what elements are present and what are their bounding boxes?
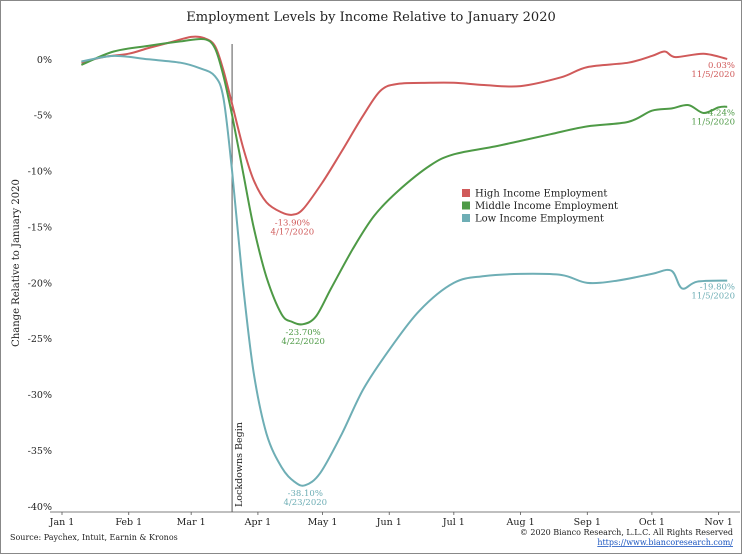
end-value-label: -4.24% xyxy=(705,109,735,119)
trough-date-label: 4/22/2020 xyxy=(281,337,325,347)
chart-title: Employment Levels by Income Relative to … xyxy=(186,10,555,25)
x-tick-label: Oct 1 xyxy=(639,517,665,528)
end-date-label: 11/5/2020 xyxy=(691,70,735,80)
y-tick-label: -35% xyxy=(28,446,52,457)
end-value-label: -19.80% xyxy=(700,283,735,293)
lockdown-marker-label: Lockdowns Begin xyxy=(234,422,245,507)
legend-label: Low Income Employment xyxy=(475,214,604,225)
series-line-3 xyxy=(81,54,728,487)
x-tick-label: Mar 1 xyxy=(177,517,206,528)
series-lines xyxy=(81,35,728,487)
end-date-label: 11/5/2020 xyxy=(691,292,735,302)
legend-swatch xyxy=(462,201,470,210)
y-axis-label: Change Relative to January 2020 xyxy=(11,179,22,347)
x-tick-labels: Jan 1 Feb 1 Mar 1 Apr 1 May 1 Jun 1 Jul 1 Aug 1… xyxy=(49,512,733,528)
x-tick-label: Aug 1 xyxy=(505,517,534,528)
series-line-1 xyxy=(81,35,728,216)
legend-swatch xyxy=(462,214,470,222)
y-tick-label: -30% xyxy=(28,390,52,401)
y-tick-label: -20% xyxy=(28,278,52,289)
legend-label: High Income Employment xyxy=(475,189,607,200)
x-tick-label: Nov 1 xyxy=(704,517,732,528)
trough-value-label: -23.70% xyxy=(285,328,320,338)
trough-date-label: 4/23/2020 xyxy=(283,498,327,508)
x-tick-label: Jan 1 xyxy=(49,517,75,528)
trough-value-label: -13.90% xyxy=(275,219,310,229)
x-tick-label: Apr 1 xyxy=(244,517,272,528)
footer-copyright: © 2020 Bianco Research, L.L.C. All Right… xyxy=(520,528,733,537)
x-tick-label: May 1 xyxy=(308,517,338,528)
y-tick-label: -25% xyxy=(28,334,52,345)
y-tick-label: -10% xyxy=(28,167,52,178)
series-annotations: -13.90%4/17/20200.03%11/5/2020-23.70%4/2… xyxy=(271,61,735,508)
legend-label: Middle Income Employment xyxy=(475,201,618,212)
y-tick-labels: 0% -5% -10% -15% -20% -25% -30% -35% -40% xyxy=(28,55,52,513)
series-line-2 xyxy=(81,37,728,326)
trough-date-label: 4/17/2020 xyxy=(271,228,315,238)
x-tick-label: Jul 1 xyxy=(442,517,465,528)
x-tick-label: Jun 1 xyxy=(376,517,402,528)
trough-value-label: -38.10% xyxy=(288,489,323,499)
y-tick-label: -5% xyxy=(34,111,52,122)
y-tick-label: -40% xyxy=(28,502,52,513)
footer-link[interactable]: https://www.biancoresearch.com/ xyxy=(597,538,733,547)
end-date-label: 11/5/2020 xyxy=(691,118,735,128)
legend-swatch xyxy=(462,189,470,197)
y-tick-label: -15% xyxy=(28,222,52,233)
footer-source: Source: Paychex, Intuit, Earnin & Kronos xyxy=(10,533,178,542)
y-tick-label: 0% xyxy=(37,55,52,66)
x-tick-label: Sep 1 xyxy=(574,517,601,528)
x-tick-label: Feb 1 xyxy=(115,517,142,528)
end-value-label: 0.03% xyxy=(708,61,735,71)
